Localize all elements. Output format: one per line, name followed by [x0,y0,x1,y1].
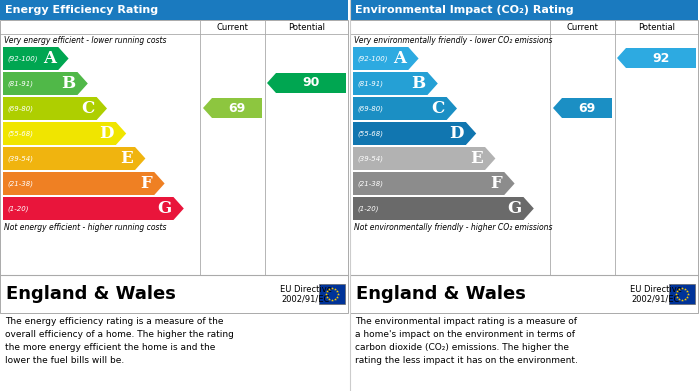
Text: A: A [393,50,406,67]
Text: 2002/91/EC: 2002/91/EC [632,294,680,303]
Polygon shape [3,97,107,120]
Text: 90: 90 [302,77,320,90]
Text: F: F [491,175,503,192]
Text: A: A [43,50,56,67]
Text: (55-68): (55-68) [357,130,383,137]
Bar [0,0,348,20]
Text: Potential: Potential [288,23,325,32]
Text: (21-38): (21-38) [357,180,383,187]
Polygon shape [553,98,612,118]
Text: 69: 69 [228,102,246,115]
Polygon shape [353,72,438,95]
Text: E: E [120,150,133,167]
Text: E: E [470,150,483,167]
Text: Current: Current [216,23,248,32]
Text: G: G [508,200,522,217]
Text: 69: 69 [578,102,596,115]
Text: (1-20): (1-20) [7,205,29,212]
Text: (69-80): (69-80) [357,105,383,112]
Text: (92-100): (92-100) [357,55,388,62]
Polygon shape [353,122,476,145]
Bar [0,275,348,313]
Polygon shape [267,73,346,93]
Polygon shape [3,197,184,220]
Text: G: G [158,200,172,217]
Text: D: D [449,125,464,142]
Text: (81-91): (81-91) [7,80,33,87]
Polygon shape [3,47,69,70]
Polygon shape [353,172,514,195]
Text: (39-54): (39-54) [7,155,33,162]
Bar [350,20,698,275]
Bar [319,284,345,304]
Text: B: B [62,75,76,92]
Bar [350,275,698,313]
Polygon shape [3,172,164,195]
Polygon shape [353,47,419,70]
Polygon shape [353,97,457,120]
Polygon shape [353,147,496,170]
Polygon shape [3,72,88,95]
Polygon shape [3,147,146,170]
Polygon shape [3,122,126,145]
Text: F: F [141,175,153,192]
Text: Energy Efficiency Rating: Energy Efficiency Rating [5,5,158,15]
Text: The environmental impact rating is a measure of
a home's impact on the environme: The environmental impact rating is a mea… [355,317,578,364]
Text: England & Wales: England & Wales [356,285,526,303]
Text: Very environmentally friendly - lower CO₂ emissions: Very environmentally friendly - lower CO… [354,36,552,45]
Text: (1-20): (1-20) [357,205,379,212]
Text: EU Directive: EU Directive [630,285,682,294]
Bar [0,20,348,275]
Text: Current: Current [566,23,598,32]
Text: (21-38): (21-38) [7,180,33,187]
Text: EU Directive: EU Directive [280,285,332,294]
Text: Potential: Potential [638,23,675,32]
Bar [669,284,695,304]
Text: 2002/91/EC: 2002/91/EC [282,294,330,303]
Text: The energy efficiency rating is a measure of the
overall efficiency of a home. T: The energy efficiency rating is a measur… [5,317,234,364]
Text: 92: 92 [652,52,670,65]
Polygon shape [203,98,262,118]
Text: (55-68): (55-68) [7,130,33,137]
Text: Not environmentally friendly - higher CO₂ emissions: Not environmentally friendly - higher CO… [354,223,552,232]
Text: Very energy efficient - lower running costs: Very energy efficient - lower running co… [4,36,167,45]
Text: (81-91): (81-91) [357,80,383,87]
Text: C: C [431,100,444,117]
Text: (39-54): (39-54) [357,155,383,162]
Polygon shape [353,197,534,220]
Text: B: B [412,75,426,92]
Polygon shape [617,48,696,68]
Text: England & Wales: England & Wales [6,285,176,303]
Text: (92-100): (92-100) [7,55,38,62]
Text: (69-80): (69-80) [7,105,33,112]
Text: Not energy efficient - higher running costs: Not energy efficient - higher running co… [4,223,167,232]
Bar [350,0,698,20]
Text: C: C [81,100,94,117]
Text: Environmental Impact (CO₂) Rating: Environmental Impact (CO₂) Rating [355,5,573,15]
Text: D: D [99,125,114,142]
